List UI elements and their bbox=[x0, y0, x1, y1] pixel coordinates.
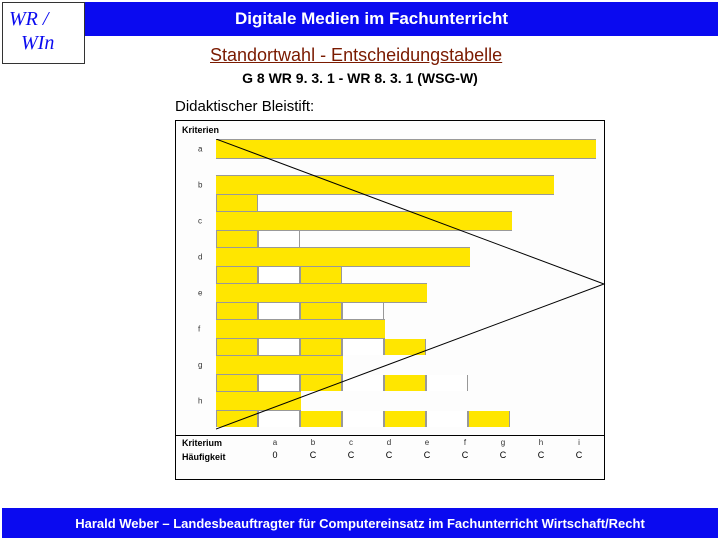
chart-container: Kriterien abcdefgh Kriterium Häufigkeit … bbox=[175, 120, 605, 480]
row-letter: e bbox=[198, 289, 202, 298]
checker-row bbox=[216, 411, 510, 427]
checker-cell bbox=[216, 411, 258, 427]
axis-letter: c bbox=[332, 438, 370, 450]
row-letter: d bbox=[198, 253, 202, 262]
checker-cell bbox=[300, 267, 342, 283]
bar-row bbox=[216, 283, 427, 303]
checker-cell bbox=[258, 375, 300, 391]
checker-row bbox=[216, 303, 384, 319]
axis-letter: b bbox=[294, 438, 332, 450]
header-bar: Digitale Medien im Fachunterricht bbox=[85, 2, 718, 36]
checker-cell bbox=[216, 375, 258, 391]
checker-row bbox=[216, 231, 300, 247]
row-letter: h bbox=[198, 397, 202, 406]
logo-line1: WR / bbox=[9, 7, 78, 31]
logo-box: WR / WIn bbox=[2, 2, 85, 64]
bottom-axis: Kriterium Häufigkeit a0bCcCdCeCfCgChCiC bbox=[176, 435, 604, 479]
axis-letter: f bbox=[446, 438, 484, 450]
didactic-label: Didaktischer Bleistift: bbox=[175, 98, 314, 115]
row-letter: g bbox=[198, 361, 202, 370]
bar-row bbox=[216, 175, 554, 195]
bar-row bbox=[216, 319, 385, 339]
checker-cell bbox=[216, 195, 258, 211]
bar-row bbox=[216, 355, 343, 375]
axis-value: C bbox=[484, 450, 522, 462]
checker-cell bbox=[258, 339, 300, 355]
logo-line2: WIn bbox=[9, 31, 78, 55]
axis-value: C bbox=[408, 450, 446, 462]
axis-col: fC bbox=[446, 436, 484, 479]
axis-value: C bbox=[446, 450, 484, 462]
axis-col: hC bbox=[522, 436, 560, 479]
checker-row bbox=[216, 339, 426, 355]
checker-cell bbox=[258, 231, 300, 247]
checker-cell bbox=[384, 375, 426, 391]
footer-bar: Harald Weber – Landesbeauftragter für Co… bbox=[2, 508, 718, 538]
axis-value: C bbox=[560, 450, 598, 462]
checker-cell bbox=[258, 303, 300, 319]
checker-cell bbox=[258, 411, 300, 427]
checker-cell bbox=[342, 303, 384, 319]
checker-row bbox=[216, 195, 258, 211]
axis-letter: a bbox=[256, 438, 294, 450]
axis-col: a0 bbox=[256, 436, 294, 479]
checker-cell bbox=[384, 411, 426, 427]
checker-cell bbox=[216, 303, 258, 319]
axis-col: dC bbox=[370, 436, 408, 479]
axis-letter: e bbox=[408, 438, 446, 450]
bar-row bbox=[216, 139, 596, 159]
axis-col: cC bbox=[332, 436, 370, 479]
axis-letter: g bbox=[484, 438, 522, 450]
checker-cell bbox=[342, 339, 384, 355]
checker-cell bbox=[216, 267, 258, 283]
checker-cell bbox=[300, 411, 342, 427]
bar-row bbox=[216, 247, 470, 267]
checker-row bbox=[216, 375, 468, 391]
row-letter: f bbox=[198, 325, 200, 334]
axis-label-2: Häufigkeit bbox=[182, 452, 226, 462]
axis-value: C bbox=[370, 450, 408, 462]
bar-row bbox=[216, 391, 301, 411]
row-letter: b bbox=[198, 181, 202, 190]
checker-row bbox=[216, 267, 342, 283]
code-line: G 8 WR 9. 3. 1 - WR 8. 3. 1 (WSG-W) bbox=[0, 70, 720, 86]
checker-cell bbox=[258, 267, 300, 283]
axis-label-1: Kriterium bbox=[182, 438, 222, 448]
checker-cell bbox=[300, 303, 342, 319]
checker-cell bbox=[468, 411, 510, 427]
axis-value: C bbox=[522, 450, 560, 462]
checker-cell bbox=[342, 375, 384, 391]
axis-col: bC bbox=[294, 436, 332, 479]
axis-value: 0 bbox=[256, 450, 294, 462]
subtitle: Standortwahl - Entscheidungstabelle bbox=[210, 45, 502, 66]
footer-text: Harald Weber – Landesbeauftragter für Co… bbox=[75, 516, 645, 531]
axis-col: iC bbox=[560, 436, 598, 479]
checker-cell bbox=[384, 339, 426, 355]
axis-letter: i bbox=[560, 438, 598, 450]
checker-cell bbox=[216, 231, 258, 247]
checker-cell bbox=[426, 411, 468, 427]
checker-cell bbox=[300, 375, 342, 391]
axis-col: gC bbox=[484, 436, 522, 479]
criteria-label: Kriterien bbox=[182, 125, 219, 135]
row-letter: a bbox=[198, 145, 202, 154]
checker-cell bbox=[300, 339, 342, 355]
bar-row bbox=[216, 211, 512, 231]
axis-value: C bbox=[294, 450, 332, 462]
chart-body: a b c d e f g h bbox=[176, 139, 604, 429]
page-title: Digitale Medien im Fachunterricht bbox=[235, 9, 508, 29]
axis-letter: h bbox=[522, 438, 560, 450]
axis-col: eC bbox=[408, 436, 446, 479]
axis-value: C bbox=[332, 450, 370, 462]
checker-cell bbox=[342, 411, 384, 427]
checker-cell bbox=[216, 339, 258, 355]
checker-cell bbox=[426, 375, 468, 391]
row-letter: c bbox=[198, 217, 202, 226]
axis-letter: d bbox=[370, 438, 408, 450]
